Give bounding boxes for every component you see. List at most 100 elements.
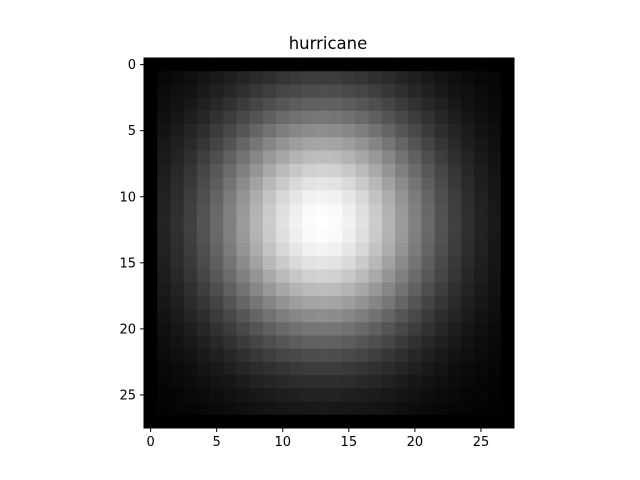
- heatmap-cell: [381, 401, 396, 416]
- heatmap-cell: [210, 269, 224, 283]
- heatmap-cell: [487, 137, 502, 151]
- heatmap-cell: [381, 203, 396, 217]
- heatmap-cell: [289, 269, 303, 283]
- heatmap-cell: [157, 322, 171, 336]
- heatmap-cell: [355, 229, 369, 244]
- heatmap-cell: [461, 176, 475, 191]
- heatmap-cell: [395, 295, 409, 310]
- heatmap-cell: [447, 322, 462, 336]
- heatmap-cell: [474, 97, 488, 112]
- heatmap-cell: [474, 84, 488, 98]
- heatmap-cell: [329, 309, 343, 323]
- heatmap-cell: [249, 335, 264, 350]
- heatmap-cell: [183, 176, 198, 191]
- heatmap-cell: [342, 150, 356, 165]
- y-tick-label: 20: [119, 322, 136, 337]
- heatmap-cell: [262, 269, 277, 283]
- heatmap-cell: [342, 190, 356, 204]
- heatmap-cell: [315, 335, 330, 350]
- heatmap-cell: [395, 124, 409, 138]
- heatmap-cell: [144, 190, 158, 204]
- heatmap-cell: [329, 335, 343, 350]
- heatmap-cell: [223, 84, 237, 98]
- heatmap-cell: [236, 375, 251, 389]
- heatmap-cell: [144, 388, 158, 402]
- heatmap-cell: [289, 203, 303, 217]
- heatmap-cell: [236, 388, 251, 402]
- heatmap-cell: [289, 124, 303, 138]
- heatmap-cell: [487, 256, 502, 270]
- heatmap-cell: [368, 243, 383, 257]
- heatmap-cell: [144, 414, 158, 429]
- heatmap-cell: [408, 124, 422, 138]
- heatmap-cell: [342, 295, 356, 310]
- heatmap-cell: [183, 243, 198, 257]
- heatmap-cell: [461, 203, 475, 217]
- heatmap-cell: [329, 84, 343, 98]
- heatmap-cell: [447, 375, 462, 389]
- heatmap-cell: [500, 335, 515, 350]
- heatmap-cell: [289, 84, 303, 98]
- heatmap-cell: [183, 401, 198, 416]
- heatmap-cell: [236, 348, 251, 363]
- heatmap-cell: [500, 203, 515, 217]
- heatmap-cell: [408, 71, 422, 85]
- heatmap-cell: [276, 163, 290, 178]
- heatmap-cell: [223, 256, 237, 270]
- heatmap-cell: [368, 361, 383, 376]
- heatmap-cell: [183, 348, 198, 363]
- heatmap-cell: [302, 256, 317, 270]
- heatmap-cell: [329, 97, 343, 112]
- heatmap-cell: [434, 269, 449, 283]
- heatmap-cell: [408, 295, 422, 310]
- heatmap-cell: [223, 190, 237, 204]
- heatmap-cell: [223, 269, 237, 283]
- heatmap-cell: [447, 84, 462, 98]
- heatmap-cell: [157, 110, 171, 125]
- heatmap-cell: [355, 269, 369, 283]
- heatmap-cell: [262, 414, 277, 429]
- heatmap-cell: [289, 401, 303, 416]
- heatmap-cell: [183, 150, 198, 165]
- heatmap-cell: [262, 401, 277, 416]
- heatmap-cell: [315, 163, 330, 178]
- heatmap-cell: [421, 243, 436, 257]
- heatmap-cell: [236, 97, 251, 112]
- heatmap-cell: [249, 375, 264, 389]
- y-tick-label: 0: [128, 58, 136, 73]
- heatmap-cell: [381, 309, 396, 323]
- heatmap-cell: [144, 269, 158, 283]
- heatmap-cell: [342, 414, 356, 429]
- heatmap-cell: [461, 137, 475, 151]
- heatmap-cell: [395, 348, 409, 363]
- heatmap-cell: [302, 375, 317, 389]
- heatmap-cell: [500, 361, 515, 376]
- heatmap-cell: [157, 243, 171, 257]
- heatmap-cell: [249, 414, 264, 429]
- heatmap-cell: [315, 282, 330, 297]
- heatmap-cell: [421, 322, 436, 336]
- heatmap-cell: [210, 203, 224, 217]
- heatmap-cell: [342, 110, 356, 125]
- heatmap-cell: [157, 361, 171, 376]
- heatmap-cell: [395, 137, 409, 151]
- heatmap-cell: [289, 163, 303, 178]
- heatmap-cell: [236, 401, 251, 416]
- heatmap-cell: [421, 84, 436, 98]
- heatmap-cell: [276, 282, 290, 297]
- heatmap-cell: [355, 322, 369, 336]
- heatmap-cell: [355, 124, 369, 138]
- heatmap-cell: [144, 256, 158, 270]
- heatmap-cell: [461, 269, 475, 283]
- heatmap-cell: [395, 414, 409, 429]
- heatmap-cell: [315, 375, 330, 389]
- heatmap-cell: [262, 295, 277, 310]
- heatmap-cell: [315, 150, 330, 165]
- heatmap-cell: [368, 216, 383, 231]
- heatmap-cell: [342, 401, 356, 416]
- heatmap-cell: [157, 150, 171, 165]
- heatmap-cell: [408, 401, 422, 416]
- heatmap-cell: [196, 375, 211, 389]
- heatmap-cell: [276, 137, 290, 151]
- heatmap-cell: [434, 124, 449, 138]
